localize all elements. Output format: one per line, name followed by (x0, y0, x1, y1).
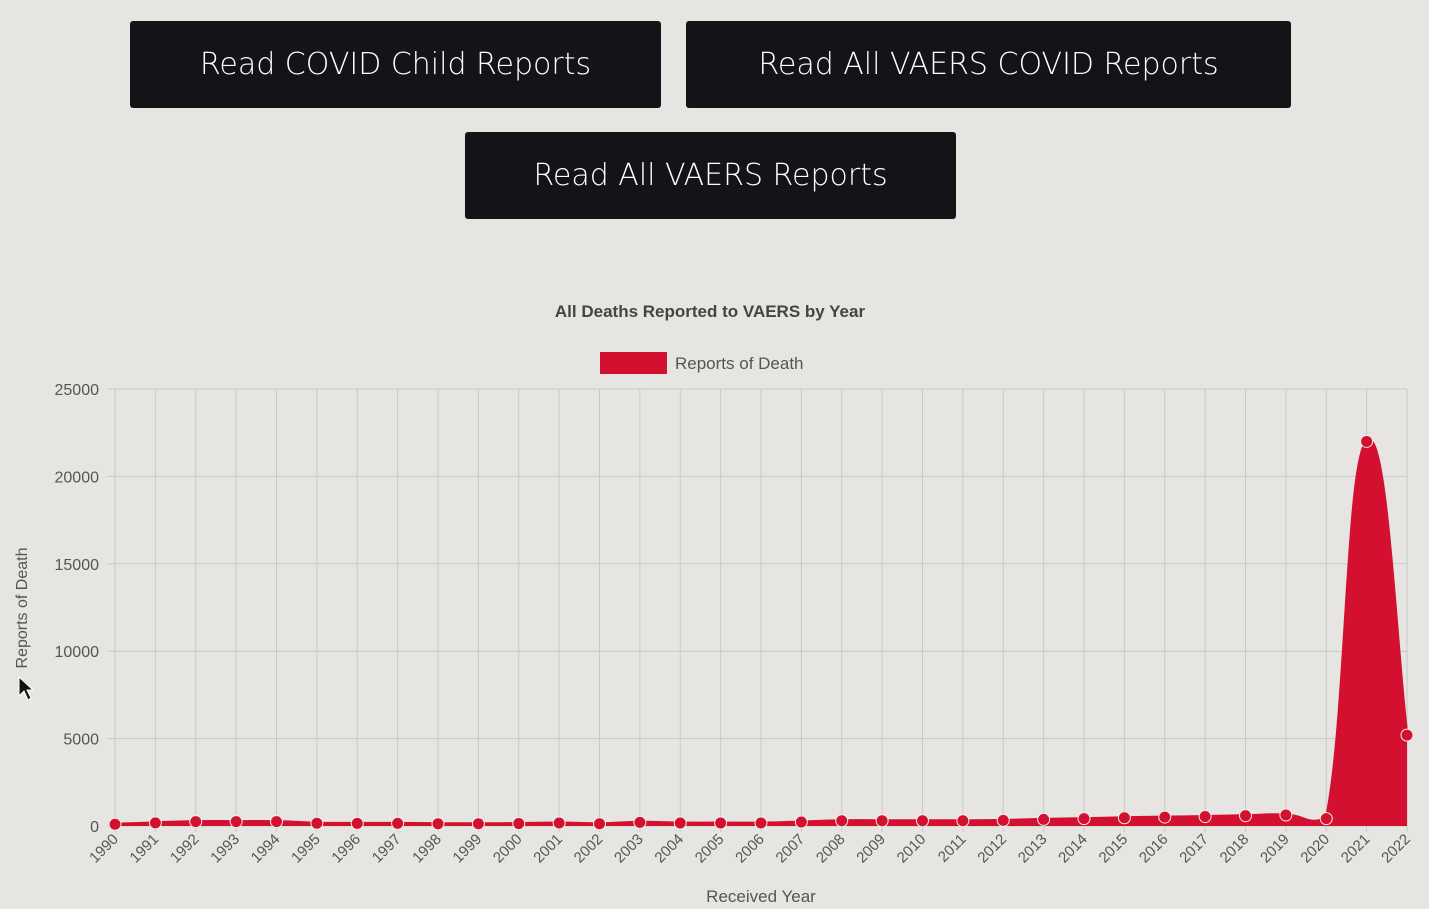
x-axis-label: Received Year (706, 887, 816, 906)
x-axis-ticks: 1990 1991 1992 1993 1994 1995 1996 1997 1998 1999… (86, 831, 1414, 867)
x-tick-label: 2017 (1176, 831, 1212, 867)
x-tick-label: 2008 (813, 831, 849, 867)
data-point[interactable] (875, 814, 889, 828)
data-point[interactable] (956, 814, 970, 828)
data-point[interactable] (673, 816, 687, 830)
x-tick-label: 2004 (651, 831, 687, 867)
y-tick-label: 5000 (63, 732, 99, 749)
x-tick-label: 2022 (1378, 831, 1414, 867)
data-point[interactable] (1117, 811, 1131, 825)
data-point[interactable] (835, 814, 849, 828)
x-tick-label: 2014 (1055, 831, 1091, 867)
x-tick-label: 2007 (773, 831, 809, 867)
data-point[interactable] (391, 816, 405, 830)
data-point[interactable] (593, 817, 606, 831)
data-point[interactable] (310, 816, 324, 830)
data-point[interactable] (1319, 812, 1333, 826)
data-point[interactable] (189, 815, 203, 829)
data-point[interactable] (1077, 812, 1091, 826)
mouse-pointer-icon (18, 676, 34, 701)
data-point[interactable] (1037, 812, 1051, 826)
y-tick-label: 15000 (55, 557, 100, 574)
chart-title: All Deaths Reported to VAERS by Year (555, 302, 866, 321)
data-point[interactable] (148, 816, 162, 830)
x-tick-label: 1995 (288, 831, 324, 867)
read-covid-child-reports-button[interactable]: Read COVID Child Reports (130, 21, 661, 108)
x-tick-label: 2018 (1217, 831, 1253, 867)
y-tick-label: 10000 (55, 644, 100, 661)
data-point[interactable] (1279, 808, 1293, 822)
x-tick-label: 1990 (86, 831, 122, 867)
x-tick-label: 2000 (490, 831, 526, 867)
x-tick-label: 1994 (248, 831, 284, 867)
data-point[interactable] (229, 815, 243, 829)
x-tick-label: 2012 (974, 831, 1010, 867)
read-all-vaers-covid-reports-button[interactable]: Read All VAERS COVID Reports (686, 21, 1291, 108)
x-tick-label: 2010 (894, 831, 930, 867)
x-tick-label: 2009 (853, 831, 889, 867)
legend-label[interactable]: Reports of Death (675, 354, 804, 373)
data-point[interactable] (794, 815, 808, 829)
x-tick-label: 2001 (530, 831, 566, 867)
series-reports-of-death (108, 434, 1414, 831)
y-axis-ticks: 0 5000 10000 15000 20000 25000 (55, 382, 100, 836)
x-tick-label: 1992 (167, 831, 203, 867)
data-point[interactable] (350, 816, 364, 830)
read-all-vaers-reports-button[interactable]: Read All VAERS Reports (465, 132, 956, 219)
data-point[interactable] (916, 814, 929, 828)
x-tick-label: 2021 (1338, 831, 1374, 867)
data-point[interactable] (270, 815, 283, 829)
data-point[interactable] (431, 817, 445, 831)
x-tick-label: 2003 (611, 831, 647, 867)
y-tick-label: 25000 (55, 382, 100, 399)
x-tick-label: 2002 (571, 831, 607, 867)
data-point[interactable] (1400, 728, 1414, 742)
x-tick-label: 2015 (1096, 831, 1132, 867)
x-tick-label: 2013 (1015, 831, 1051, 867)
x-tick-label: 1997 (369, 831, 405, 867)
legend-swatch[interactable] (600, 352, 667, 374)
x-tick-label: 1996 (328, 831, 364, 867)
data-point[interactable] (552, 816, 566, 830)
data-point[interactable] (1198, 810, 1212, 824)
data-point[interactable] (1239, 809, 1252, 823)
data-point[interactable] (996, 813, 1010, 827)
y-tick-label: 0 (90, 819, 99, 836)
chart-grid (107, 388, 1408, 832)
x-tick-label: 2019 (1257, 831, 1293, 867)
data-point[interactable] (633, 815, 647, 829)
x-tick-label: 2005 (692, 831, 728, 867)
data-point[interactable] (754, 816, 768, 830)
y-axis-label: Reports of Death (14, 548, 31, 669)
y-tick-label: 20000 (55, 469, 100, 486)
x-tick-label: 2006 (732, 831, 768, 867)
data-point[interactable] (714, 816, 728, 830)
x-tick-label: 2020 (1297, 831, 1333, 867)
x-tick-label: 1998 (409, 831, 445, 867)
x-tick-label: 1999 (450, 831, 486, 867)
data-point[interactable] (1360, 434, 1374, 448)
x-tick-label: 1993 (207, 831, 243, 867)
data-point[interactable] (471, 817, 485, 831)
data-point[interactable] (1158, 810, 1172, 824)
x-tick-label: 1991 (127, 831, 163, 867)
x-tick-label: 2016 (1136, 831, 1172, 867)
x-tick-label: 2011 (935, 831, 970, 866)
data-point[interactable] (108, 817, 122, 831)
data-point[interactable] (512, 817, 526, 831)
